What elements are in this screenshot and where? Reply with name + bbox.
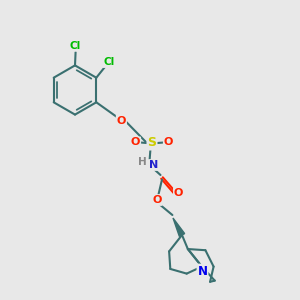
Text: O: O bbox=[174, 188, 183, 198]
Text: O: O bbox=[117, 116, 126, 126]
Polygon shape bbox=[173, 218, 185, 236]
Text: N: N bbox=[197, 265, 208, 278]
Text: O: O bbox=[164, 137, 173, 147]
Text: Cl: Cl bbox=[103, 57, 115, 67]
Text: O: O bbox=[131, 137, 140, 147]
Text: S: S bbox=[148, 136, 157, 149]
Text: Cl: Cl bbox=[70, 41, 81, 51]
Text: O: O bbox=[152, 195, 162, 205]
Text: N: N bbox=[149, 160, 158, 170]
Text: H: H bbox=[138, 157, 147, 167]
